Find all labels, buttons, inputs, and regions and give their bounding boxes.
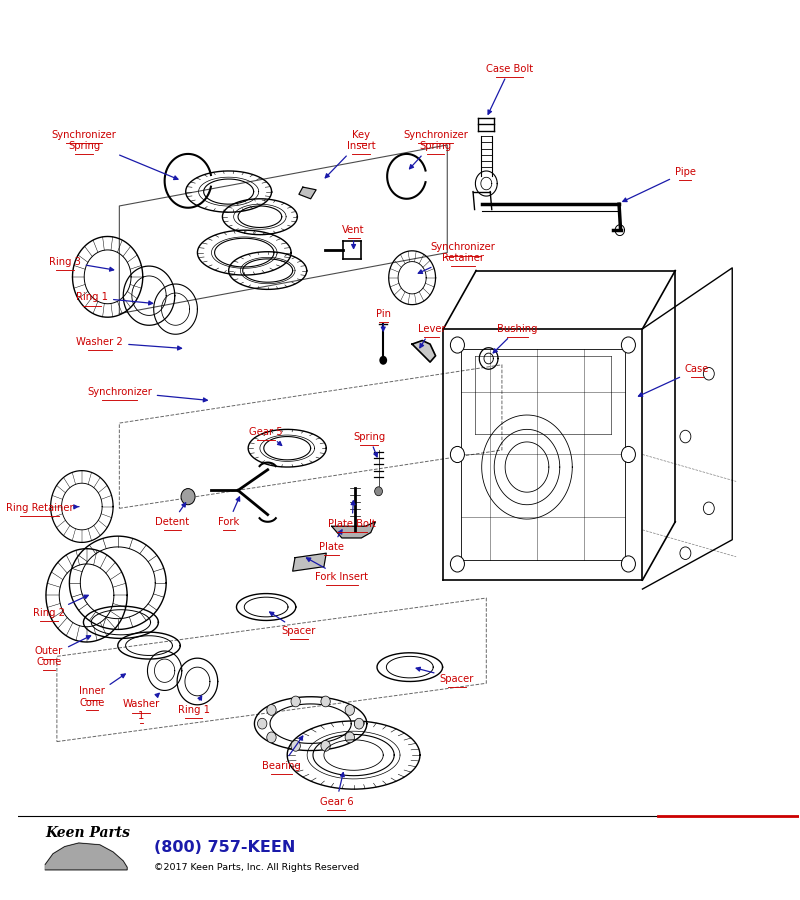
Text: Keen Parts: Keen Parts [45, 826, 130, 840]
Circle shape [345, 705, 354, 716]
Text: Pipe: Pipe [623, 166, 696, 202]
Polygon shape [293, 554, 326, 572]
Circle shape [321, 696, 330, 706]
Text: Detent: Detent [155, 503, 190, 526]
Text: Fork: Fork [218, 497, 240, 526]
Circle shape [258, 718, 267, 729]
Circle shape [321, 741, 330, 751]
Circle shape [266, 705, 276, 716]
Circle shape [622, 446, 635, 463]
Circle shape [291, 696, 300, 706]
Polygon shape [45, 843, 127, 870]
Text: Bearing: Bearing [262, 736, 302, 770]
Circle shape [379, 356, 387, 364]
Text: Vent: Vent [342, 225, 365, 248]
Text: Spring: Spring [353, 431, 386, 457]
Circle shape [374, 487, 382, 496]
Text: Washer 2: Washer 2 [77, 338, 182, 350]
Circle shape [266, 732, 276, 742]
Text: ©2017 Keen Parts, Inc. All Rights Reserved: ©2017 Keen Parts, Inc. All Rights Reserv… [154, 863, 360, 872]
Text: Ring Retainer: Ring Retainer [6, 503, 79, 513]
Circle shape [703, 367, 714, 380]
Text: Spacer: Spacer [270, 612, 316, 636]
Text: Inner
Cone: Inner Cone [79, 674, 126, 707]
Text: Gear 6: Gear 6 [319, 772, 354, 806]
Text: Ring 3: Ring 3 [49, 256, 114, 271]
Text: (800) 757-KEEN: (800) 757-KEEN [154, 840, 296, 855]
Text: Gear 5: Gear 5 [250, 428, 283, 446]
Circle shape [450, 337, 465, 353]
Circle shape [622, 556, 635, 572]
Text: Spacer: Spacer [416, 667, 474, 684]
Circle shape [291, 741, 300, 751]
Text: Washer
1: Washer 1 [122, 693, 160, 721]
Text: Pin: Pin [376, 309, 390, 331]
Circle shape [345, 732, 354, 742]
Text: Synchronizer
Retainer: Synchronizer Retainer [418, 242, 495, 274]
Circle shape [622, 337, 635, 353]
Text: Plate: Plate [319, 530, 344, 552]
Polygon shape [412, 340, 435, 362]
Text: Synchronizer
Spring: Synchronizer Spring [403, 130, 468, 169]
Circle shape [680, 547, 691, 560]
Circle shape [450, 446, 465, 463]
Circle shape [680, 430, 691, 443]
Text: Bushing: Bushing [493, 324, 538, 353]
Text: Fork Insert: Fork Insert [306, 558, 368, 582]
Text: Case Bolt: Case Bolt [486, 64, 534, 114]
Text: Synchronizer: Synchronizer [87, 387, 207, 401]
Polygon shape [332, 522, 375, 538]
Text: Ring 1: Ring 1 [76, 292, 153, 305]
Text: Outer
Cone: Outer Cone [35, 635, 90, 667]
Circle shape [703, 502, 714, 515]
Circle shape [450, 556, 465, 572]
Text: Plate Bolt: Plate Bolt [328, 500, 376, 528]
Text: Ring 1: Ring 1 [178, 696, 210, 716]
Text: Case: Case [638, 364, 710, 396]
Polygon shape [299, 187, 316, 199]
Circle shape [181, 489, 195, 505]
Text: Synchronizer
Spring: Synchronizer Spring [52, 130, 178, 179]
Text: Ring 2: Ring 2 [33, 595, 88, 618]
Text: Key
Insert: Key Insert [326, 130, 376, 178]
Circle shape [354, 718, 364, 729]
Text: Lever: Lever [418, 324, 446, 347]
